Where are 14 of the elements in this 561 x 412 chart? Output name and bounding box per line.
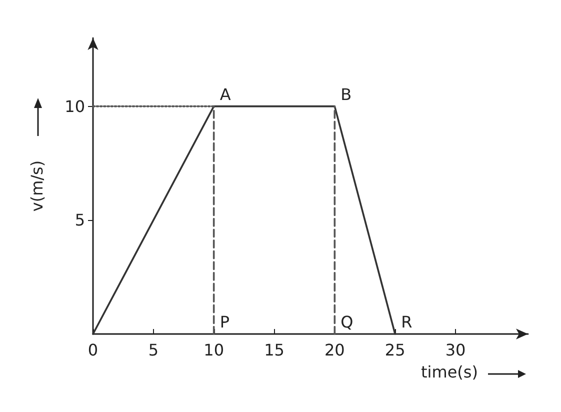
- annotation: P: [220, 312, 230, 332]
- x-tick-label: 30: [445, 340, 466, 360]
- annotation: Q: [340, 312, 354, 332]
- x-tick-label: 10: [204, 340, 224, 360]
- annotation: A: [220, 84, 231, 104]
- y-axis-title: v(m/s): [28, 160, 46, 212]
- x-tick-label: 20: [324, 340, 345, 360]
- x-tick-label: 5: [148, 340, 159, 360]
- x-tick-label: 25: [384, 340, 406, 360]
- x-axis-title: time(s): [421, 362, 478, 382]
- annotation: B: [340, 84, 352, 104]
- x-tick-label: 15: [264, 340, 284, 360]
- x-tick-label: 0: [88, 340, 98, 360]
- annotation: R: [401, 312, 412, 332]
